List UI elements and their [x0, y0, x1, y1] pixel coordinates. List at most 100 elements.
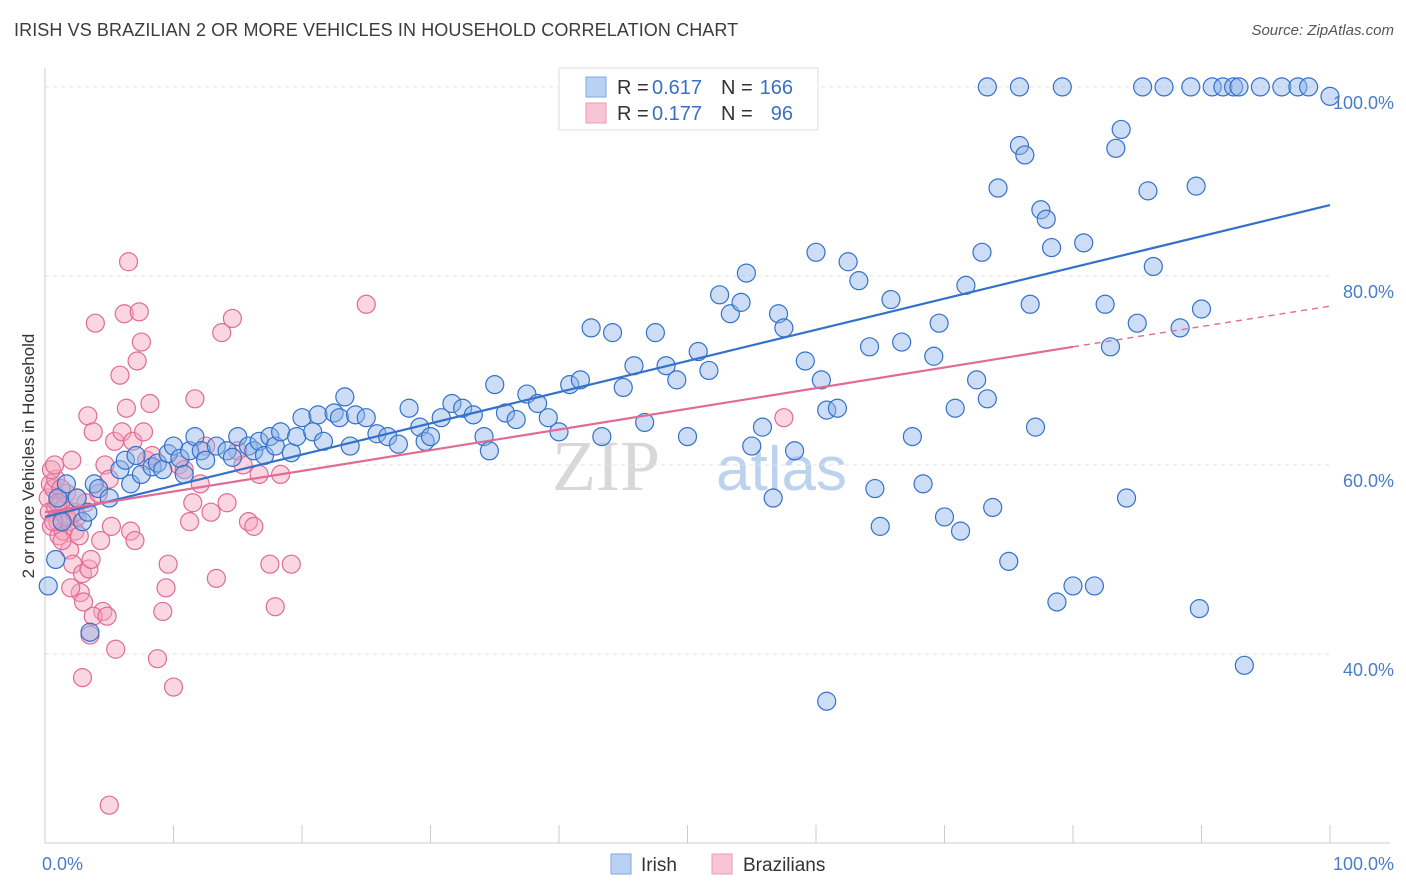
- brazil-point-83: [83, 606, 103, 626]
- brazil-point-82: [72, 668, 93, 688]
- irish-point-92: [768, 304, 789, 324]
- irish-point-109: [924, 346, 944, 366]
- irish-point-38: [270, 422, 291, 442]
- irish-point-41: [292, 408, 312, 428]
- brazil-point-39: [116, 398, 136, 418]
- irish-point-31: [228, 426, 248, 447]
- bottom-legend-irish: Irish: [641, 855, 677, 876]
- irish-point-113: [950, 521, 971, 541]
- irish-point-137: [1116, 488, 1137, 508]
- irish-point-106: [892, 332, 912, 352]
- irish-point-104: [870, 516, 890, 536]
- irish-point-148: [1202, 77, 1222, 97]
- legend-irish-r-value: 0.617: [652, 77, 702, 99]
- brazil-point-32: [99, 469, 119, 489]
- irish-point-54: [399, 398, 419, 418]
- x-tick-max: 100.0%: [1333, 854, 1394, 874]
- irish-point-94: [784, 441, 805, 461]
- y-tick-label-3: 100.0%: [1333, 93, 1394, 113]
- irish-point-139: [1133, 77, 1153, 97]
- brazil-point-47: [133, 422, 154, 442]
- irish-point-6: [72, 512, 93, 532]
- irish-point-74: [592, 426, 612, 447]
- brazil-trend-line: [44, 345, 1074, 514]
- irish-point-147: [1191, 299, 1212, 319]
- irish-point-156: [1298, 77, 1319, 97]
- irish-point-65: [495, 403, 516, 423]
- irish-point-158: [977, 77, 997, 97]
- irish-point-37: [265, 436, 285, 456]
- brazil-point-91: [52, 530, 72, 551]
- series-legend: Irish Brazilians: [610, 853, 825, 876]
- brazil-point-41: [121, 521, 141, 541]
- irish-point-152: [1234, 655, 1254, 675]
- brazil-point-23: [78, 406, 98, 426]
- irish-point-108: [913, 474, 933, 494]
- irish-point-96: [806, 242, 826, 262]
- brazil-point-88: [61, 578, 81, 598]
- brazil-point-78: [46, 469, 66, 489]
- irish-point-117: [977, 389, 997, 409]
- irish-point-121: [1009, 135, 1030, 156]
- brazil-point-76: [281, 554, 301, 574]
- irish-point-144: [1181, 77, 1201, 97]
- brazil-point-59: [183, 493, 203, 513]
- irish-point-72: [570, 370, 591, 390]
- irish-point-132: [1084, 576, 1105, 596]
- irish-point-12: [110, 460, 130, 480]
- irish-point-16: [131, 464, 151, 485]
- legend-swatch-brazil: [585, 102, 607, 124]
- y-tick-label-1: 60.0%: [1343, 471, 1394, 491]
- irish-point-136: [1111, 119, 1131, 140]
- irish-point-76: [613, 377, 633, 398]
- legend-swatch-irish: [585, 76, 607, 98]
- irish-point-129: [1052, 77, 1072, 97]
- brazil-point-77: [356, 294, 376, 314]
- brazil-point-63: [201, 502, 221, 522]
- irish-point-107: [902, 426, 922, 447]
- y-tick-label-2: 80.0%: [1343, 282, 1394, 302]
- irish-point-79: [645, 323, 665, 343]
- irish-point-13: [115, 450, 135, 470]
- brazil-point-51: [147, 649, 168, 669]
- irish-point-90: [752, 417, 773, 437]
- irish-point-155: [1288, 77, 1308, 97]
- irish-point-64: [485, 375, 505, 395]
- irish-point-146: [1189, 599, 1209, 619]
- brazil-point-84: [97, 606, 117, 626]
- legend-irish-n-value: 166: [760, 77, 793, 99]
- irish-point-11: [99, 488, 119, 508]
- irish-point-1: [46, 549, 66, 570]
- legend-brazil-n-label: N =: [721, 103, 753, 125]
- irish-point-120: [999, 551, 1019, 571]
- axes: [44, 68, 1390, 844]
- brazil-point-53: [156, 578, 176, 598]
- irish-point-28: [206, 436, 226, 456]
- irish-point-19: [153, 460, 173, 480]
- irish-point-112: [945, 398, 965, 418]
- bottom-swatch-brazil: [711, 853, 733, 875]
- irish-point-160: [817, 691, 837, 711]
- irish-point-82: [677, 426, 698, 447]
- irish-point-99: [827, 398, 848, 418]
- irish-point-97: [811, 370, 831, 390]
- trend-lines: [44, 203, 1331, 519]
- irish-point-73: [581, 318, 601, 338]
- y-tick-labels: 40.0% 60.0% 80.0% 100.0%: [1333, 93, 1394, 680]
- irish-points: [38, 77, 1340, 711]
- irish-trend-line: [44, 203, 1331, 519]
- irish-point-22: [170, 448, 190, 468]
- irish-point-102: [859, 337, 880, 357]
- irish-point-4: [56, 474, 77, 494]
- irish-point-47: [335, 387, 355, 407]
- watermark-atlas: atlas: [716, 435, 847, 504]
- brazil-point-52: [153, 601, 173, 622]
- irish-point-17: [142, 457, 162, 477]
- irish-point-60: [453, 398, 473, 418]
- irish-point-135: [1106, 138, 1126, 158]
- legend-brazil-n-value: 96: [771, 103, 793, 125]
- irish-point-128: [1047, 592, 1067, 612]
- irish-point-66: [506, 409, 526, 430]
- irish-point-126: [1036, 209, 1056, 229]
- brazil-point-36: [110, 365, 130, 385]
